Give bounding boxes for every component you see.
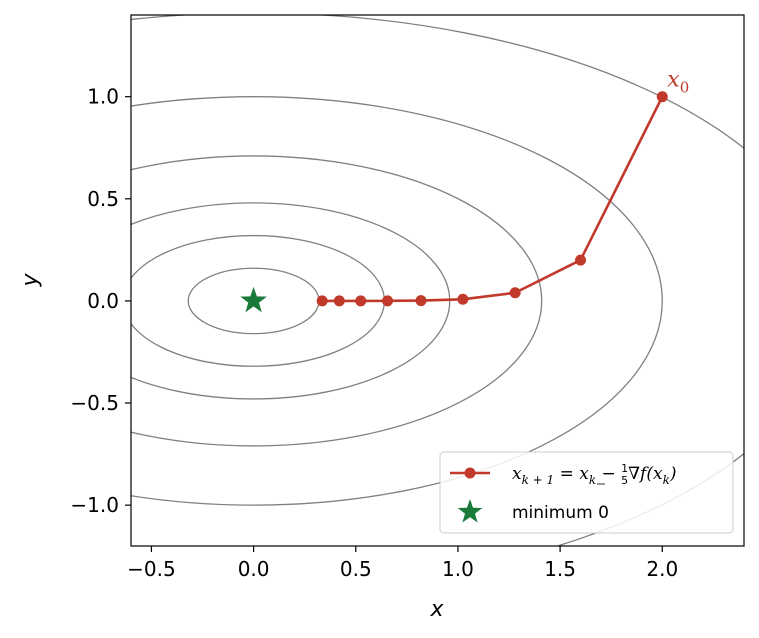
minimum-star-marker bbox=[240, 286, 267, 313]
y-axis-label: y bbox=[18, 273, 43, 288]
descent-point bbox=[575, 254, 587, 266]
legend-entry-minimum: minimum 0 bbox=[512, 503, 609, 523]
x-tick-label: 1.0 bbox=[442, 557, 474, 581]
legend: xk + 1 = xk − 1 5∇f(xk) minimum 0 bbox=[439, 451, 734, 534]
contour-ellipse-3 bbox=[131, 155, 543, 447]
legend-star-shape bbox=[457, 499, 483, 523]
contour-ellipse-4 bbox=[131, 96, 663, 506]
descent-point bbox=[457, 293, 469, 305]
y-tick-label: 1.0 bbox=[87, 85, 119, 109]
x-tick-label: 2.0 bbox=[646, 557, 678, 581]
descent-point bbox=[656, 91, 668, 103]
x-tick-label: −0.5 bbox=[127, 557, 176, 581]
descent-path bbox=[316, 91, 668, 307]
descent-point bbox=[333, 295, 345, 307]
y-tick-label: −1.0 bbox=[70, 493, 119, 517]
legend-star-swatch bbox=[457, 499, 483, 523]
y-axis-ticks: −1.0 −0.5 0.0 0.5 1.0 bbox=[70, 85, 131, 517]
x-axis-label: x bbox=[429, 597, 444, 622]
descent-point bbox=[316, 295, 328, 307]
legend-entry-descent: xk + 1 = xk − 1 5∇f(xk) bbox=[512, 462, 676, 487]
descent-line bbox=[322, 96, 664, 303]
descent-point bbox=[509, 287, 521, 299]
minimum-marker-layer bbox=[240, 286, 267, 313]
y-tick-label: 0.5 bbox=[87, 187, 119, 211]
legend-box bbox=[439, 451, 734, 534]
y-tick-label: −0.5 bbox=[70, 391, 119, 415]
start-point-label: x0 bbox=[667, 68, 689, 97]
descent-point bbox=[382, 295, 394, 307]
plot-frame bbox=[130, 14, 745, 547]
legend-marker-swatch bbox=[464, 467, 476, 479]
x-tick-label: 0.0 bbox=[238, 557, 270, 581]
x-axis-ticks: −0.5 0.0 0.5 1.0 1.5 2.0 bbox=[127, 546, 678, 581]
y-tick-label: 0.0 bbox=[87, 289, 119, 313]
x-tick-label: 1.5 bbox=[544, 557, 576, 581]
descent-point bbox=[355, 295, 367, 307]
x-tick-label: 0.5 bbox=[340, 557, 372, 581]
descent-point bbox=[415, 295, 427, 307]
